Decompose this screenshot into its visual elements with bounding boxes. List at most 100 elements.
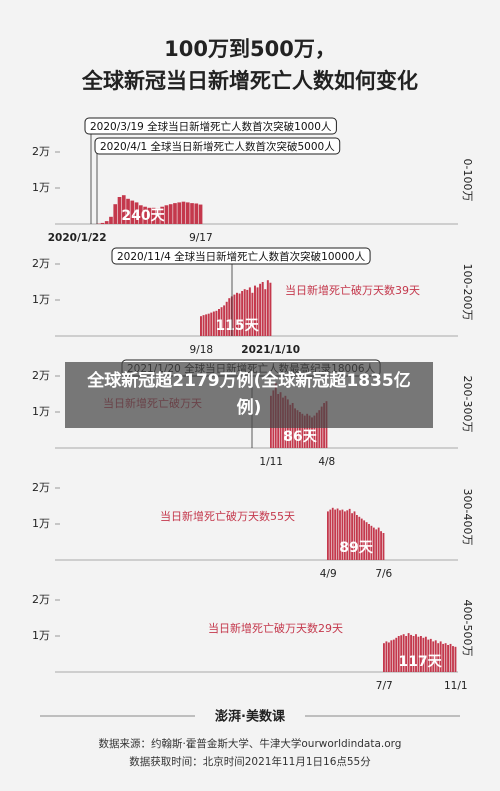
bar <box>363 520 366 560</box>
bar <box>121 195 126 224</box>
bar <box>382 533 385 560</box>
bar <box>134 202 139 224</box>
callout-box <box>111 247 371 265</box>
fetch-time: 数据获取时间：北京时间2021年11月1日16点55分 <box>129 755 371 768</box>
bar <box>383 643 385 672</box>
bar <box>400 635 403 672</box>
milestone-note: 当日新增死亡破万天数39天 <box>285 283 420 297</box>
source: 数据来源：约翰斯·霍普金斯大学、牛津大学ourworldindata.org <box>99 737 402 750</box>
x-tick-label: 1/11 <box>259 456 283 468</box>
bar <box>205 314 208 336</box>
bar <box>405 636 408 672</box>
logo: 澎湃·美数课 <box>215 709 286 725</box>
y-tick-label: 1万 <box>32 405 50 418</box>
duration-label: 86天 <box>283 429 317 445</box>
bar <box>315 412 318 448</box>
bar <box>341 509 344 560</box>
bar <box>434 640 437 672</box>
logo-bg <box>195 706 305 726</box>
bar <box>117 197 122 224</box>
range-label: 100-200万 <box>461 264 474 321</box>
bar <box>444 643 447 672</box>
bar <box>407 633 410 672</box>
bar <box>410 634 412 672</box>
bar <box>143 206 147 224</box>
bar <box>303 415 306 448</box>
bar <box>452 646 454 672</box>
duration-label: 89天 <box>339 540 373 556</box>
y-tick-label: 2万 <box>32 145 50 158</box>
bar <box>422 637 425 672</box>
x-tick-label: 4/8 <box>318 456 335 468</box>
bar <box>236 292 238 336</box>
bar <box>210 312 213 336</box>
bar <box>439 641 442 672</box>
bar <box>259 283 262 336</box>
bar <box>233 294 236 336</box>
y-tick-label: 2万 <box>32 593 50 606</box>
bar <box>269 282 272 336</box>
bar <box>329 509 332 560</box>
bar <box>387 642 390 672</box>
bar <box>139 205 143 224</box>
bar <box>264 289 267 336</box>
bar <box>353 511 356 560</box>
bar <box>156 208 160 224</box>
bar <box>251 292 254 336</box>
bar <box>238 293 241 336</box>
bar <box>181 201 186 224</box>
bar <box>417 636 420 672</box>
bar <box>327 511 329 560</box>
bar <box>218 309 220 336</box>
bar <box>160 206 164 224</box>
y-tick-label: 1万 <box>32 517 50 530</box>
bar <box>318 410 321 448</box>
bar <box>372 527 375 560</box>
bar <box>415 634 417 672</box>
bar <box>220 307 223 336</box>
bar <box>365 522 368 560</box>
bar <box>343 511 346 560</box>
bar <box>266 280 269 336</box>
bar <box>168 204 173 224</box>
bar <box>454 646 457 672</box>
bar <box>147 207 152 224</box>
x-tick-label: 2020/1/22 <box>48 232 107 244</box>
bar <box>346 510 349 560</box>
bar <box>368 524 370 560</box>
bar <box>449 643 452 672</box>
x-tick-label: 2021/1/10 <box>241 344 300 356</box>
bar <box>447 645 449 672</box>
bar <box>390 640 393 672</box>
bar <box>360 518 363 560</box>
bar <box>212 311 215 336</box>
bar <box>395 637 398 672</box>
bar <box>243 289 246 336</box>
bar <box>151 207 156 224</box>
title-line: 全球新冠当日新增死亡人数如何变化 <box>81 69 418 93</box>
bar <box>177 202 182 224</box>
bar <box>331 507 334 560</box>
bar <box>392 639 395 672</box>
bar <box>200 316 202 336</box>
callout-box <box>84 117 337 135</box>
bar <box>261 282 264 336</box>
bar <box>402 634 405 672</box>
bar <box>420 636 422 672</box>
range-label: 0-100万 <box>461 159 474 202</box>
bar <box>339 510 341 560</box>
bar <box>109 216 113 224</box>
callout-text: 2020/11/4 全球当日新增死亡人数首次突破10000人 <box>117 250 366 263</box>
bar <box>306 413 309 448</box>
bar <box>308 415 311 448</box>
bar <box>375 529 378 560</box>
bar <box>311 417 313 448</box>
bar <box>194 203 199 224</box>
milestone-note: 当日新增死亡破万天数29天 <box>208 621 343 635</box>
callout-text: 2020/3/19 全球当日新增死亡人数首次突破1000人 <box>90 120 332 133</box>
bar <box>254 285 256 336</box>
title-line: 100万到500万， <box>164 37 336 61</box>
bar <box>336 508 339 560</box>
bar <box>380 531 382 560</box>
